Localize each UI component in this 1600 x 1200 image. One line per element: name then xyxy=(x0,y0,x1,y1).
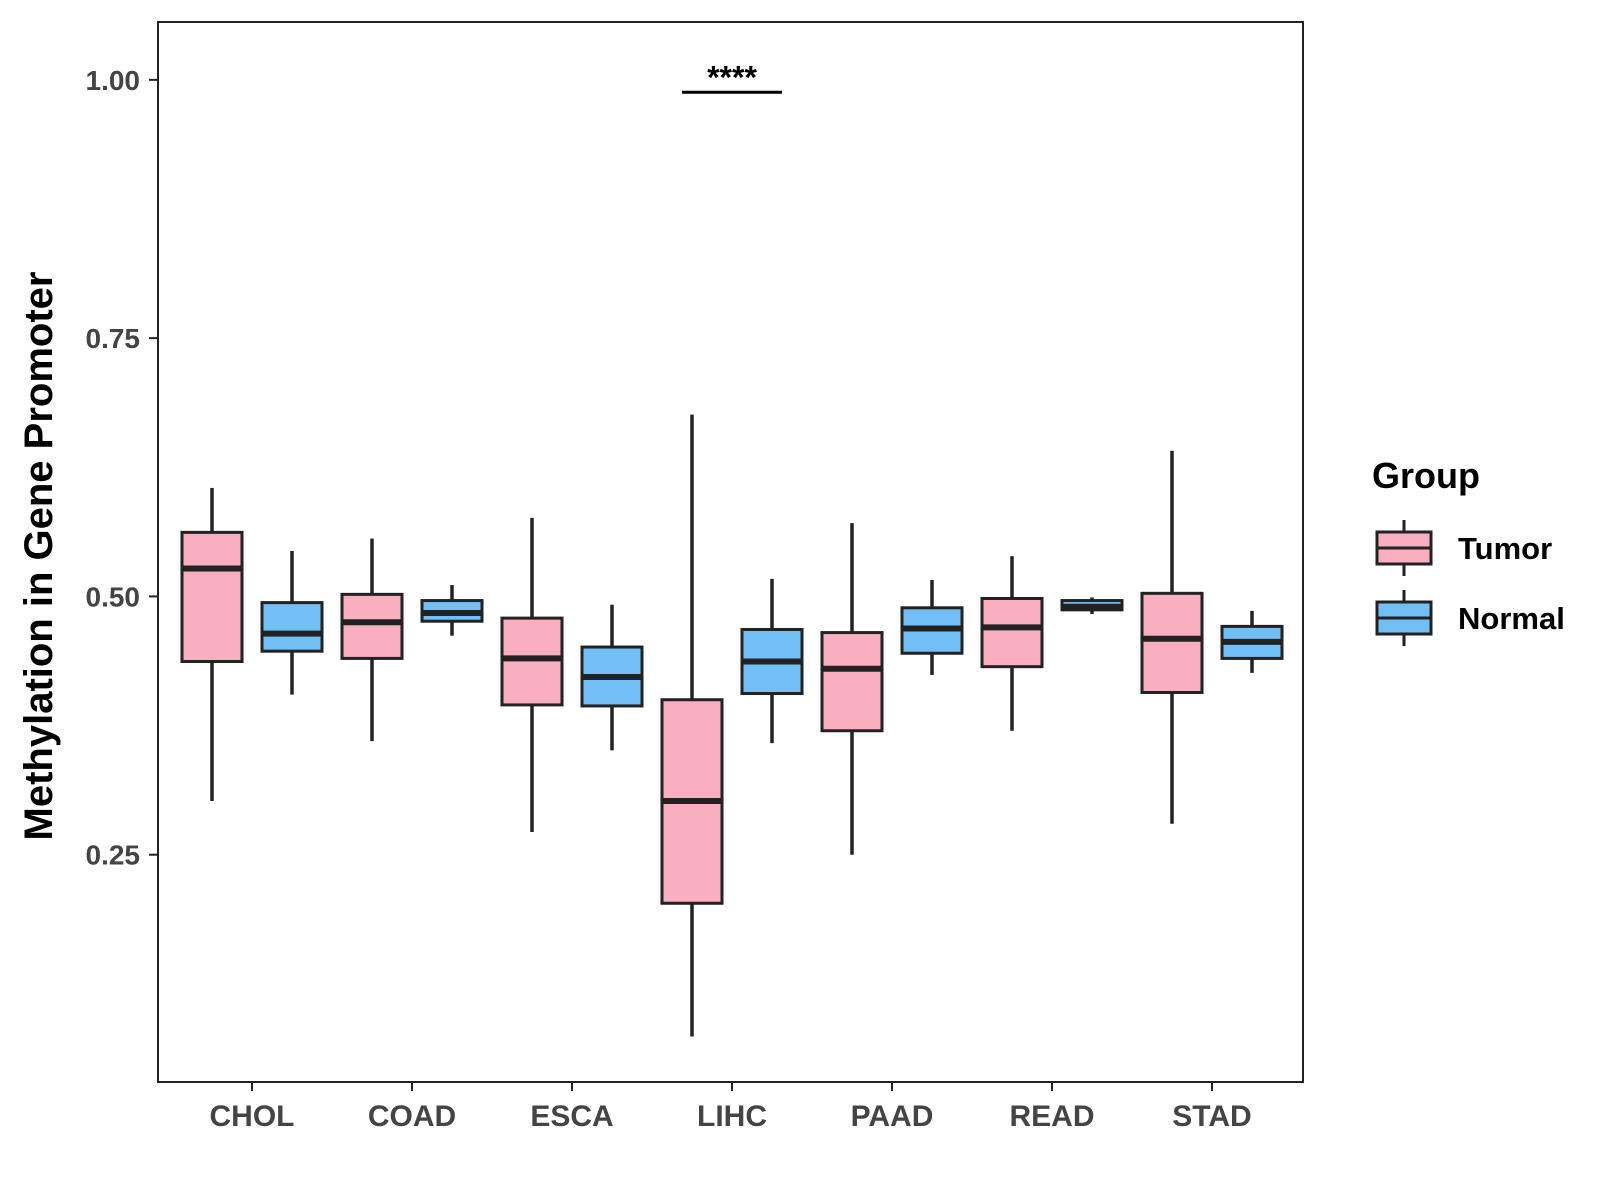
x-axis: CHOL COAD ESCA LIHC PAAD READ STAD xyxy=(210,1082,1252,1133)
box-body xyxy=(180,530,244,664)
x-tick-label: READ xyxy=(1009,1100,1094,1133)
y-tick-label: 0.50 xyxy=(86,581,141,612)
box-normal-read xyxy=(1060,597,1124,614)
x-tick-label: CHOL xyxy=(210,1100,295,1133)
y-axis-title: Methylation in Gene Promoter xyxy=(17,272,61,841)
box-tumor-coad xyxy=(340,538,404,742)
box-tumor-stad xyxy=(1140,450,1204,824)
box-body xyxy=(980,596,1044,669)
box-tumor-paad xyxy=(820,523,884,855)
box-normal-lihc xyxy=(740,578,804,744)
box-body xyxy=(820,631,884,733)
box-body xyxy=(500,616,564,707)
plot-panel-border xyxy=(157,21,1304,1083)
box-body xyxy=(1140,591,1204,695)
box-tumor-esca xyxy=(500,517,564,832)
box-normal-coad xyxy=(420,585,484,636)
box-series xyxy=(180,414,1284,1037)
y-tick-label: 0.25 xyxy=(86,840,141,871)
legend-label: Tumor xyxy=(1458,531,1552,566)
significance-label: **** xyxy=(707,59,757,95)
box-tumor-read xyxy=(980,556,1044,731)
x-tick-label: PAAD xyxy=(851,1100,934,1133)
y-tick-label: 0.75 xyxy=(86,323,141,354)
box-body xyxy=(260,601,324,653)
box-tumor-chol xyxy=(180,487,244,801)
box-normal-esca xyxy=(580,604,644,751)
y-tick-label: 1.00 xyxy=(86,65,141,96)
box-normal-stad xyxy=(1220,610,1284,673)
box-normal-chol xyxy=(260,550,324,695)
x-tick-label: COAD xyxy=(368,1100,456,1133)
legend-keys: Tumor Normal xyxy=(1375,520,1565,646)
legend-key-normal: Normal xyxy=(1375,590,1565,646)
box-normal-paad xyxy=(900,579,964,675)
box-tumor-lihc xyxy=(660,414,724,1037)
y-axis: 0.25 0.50 0.75 1.00 xyxy=(86,65,158,871)
legend: Group Tumor Normal xyxy=(1372,455,1565,646)
legend-title: Group xyxy=(1372,455,1480,496)
significance-annotations: **** xyxy=(682,59,782,95)
x-tick-label: STAD xyxy=(1172,1100,1251,1133)
box-body xyxy=(340,592,404,660)
x-tick-label: ESCA xyxy=(530,1100,613,1133)
legend-key-tumor: Tumor xyxy=(1375,520,1552,576)
x-tick-label: LIHC xyxy=(697,1100,767,1133)
legend-label: Normal xyxy=(1458,601,1565,636)
